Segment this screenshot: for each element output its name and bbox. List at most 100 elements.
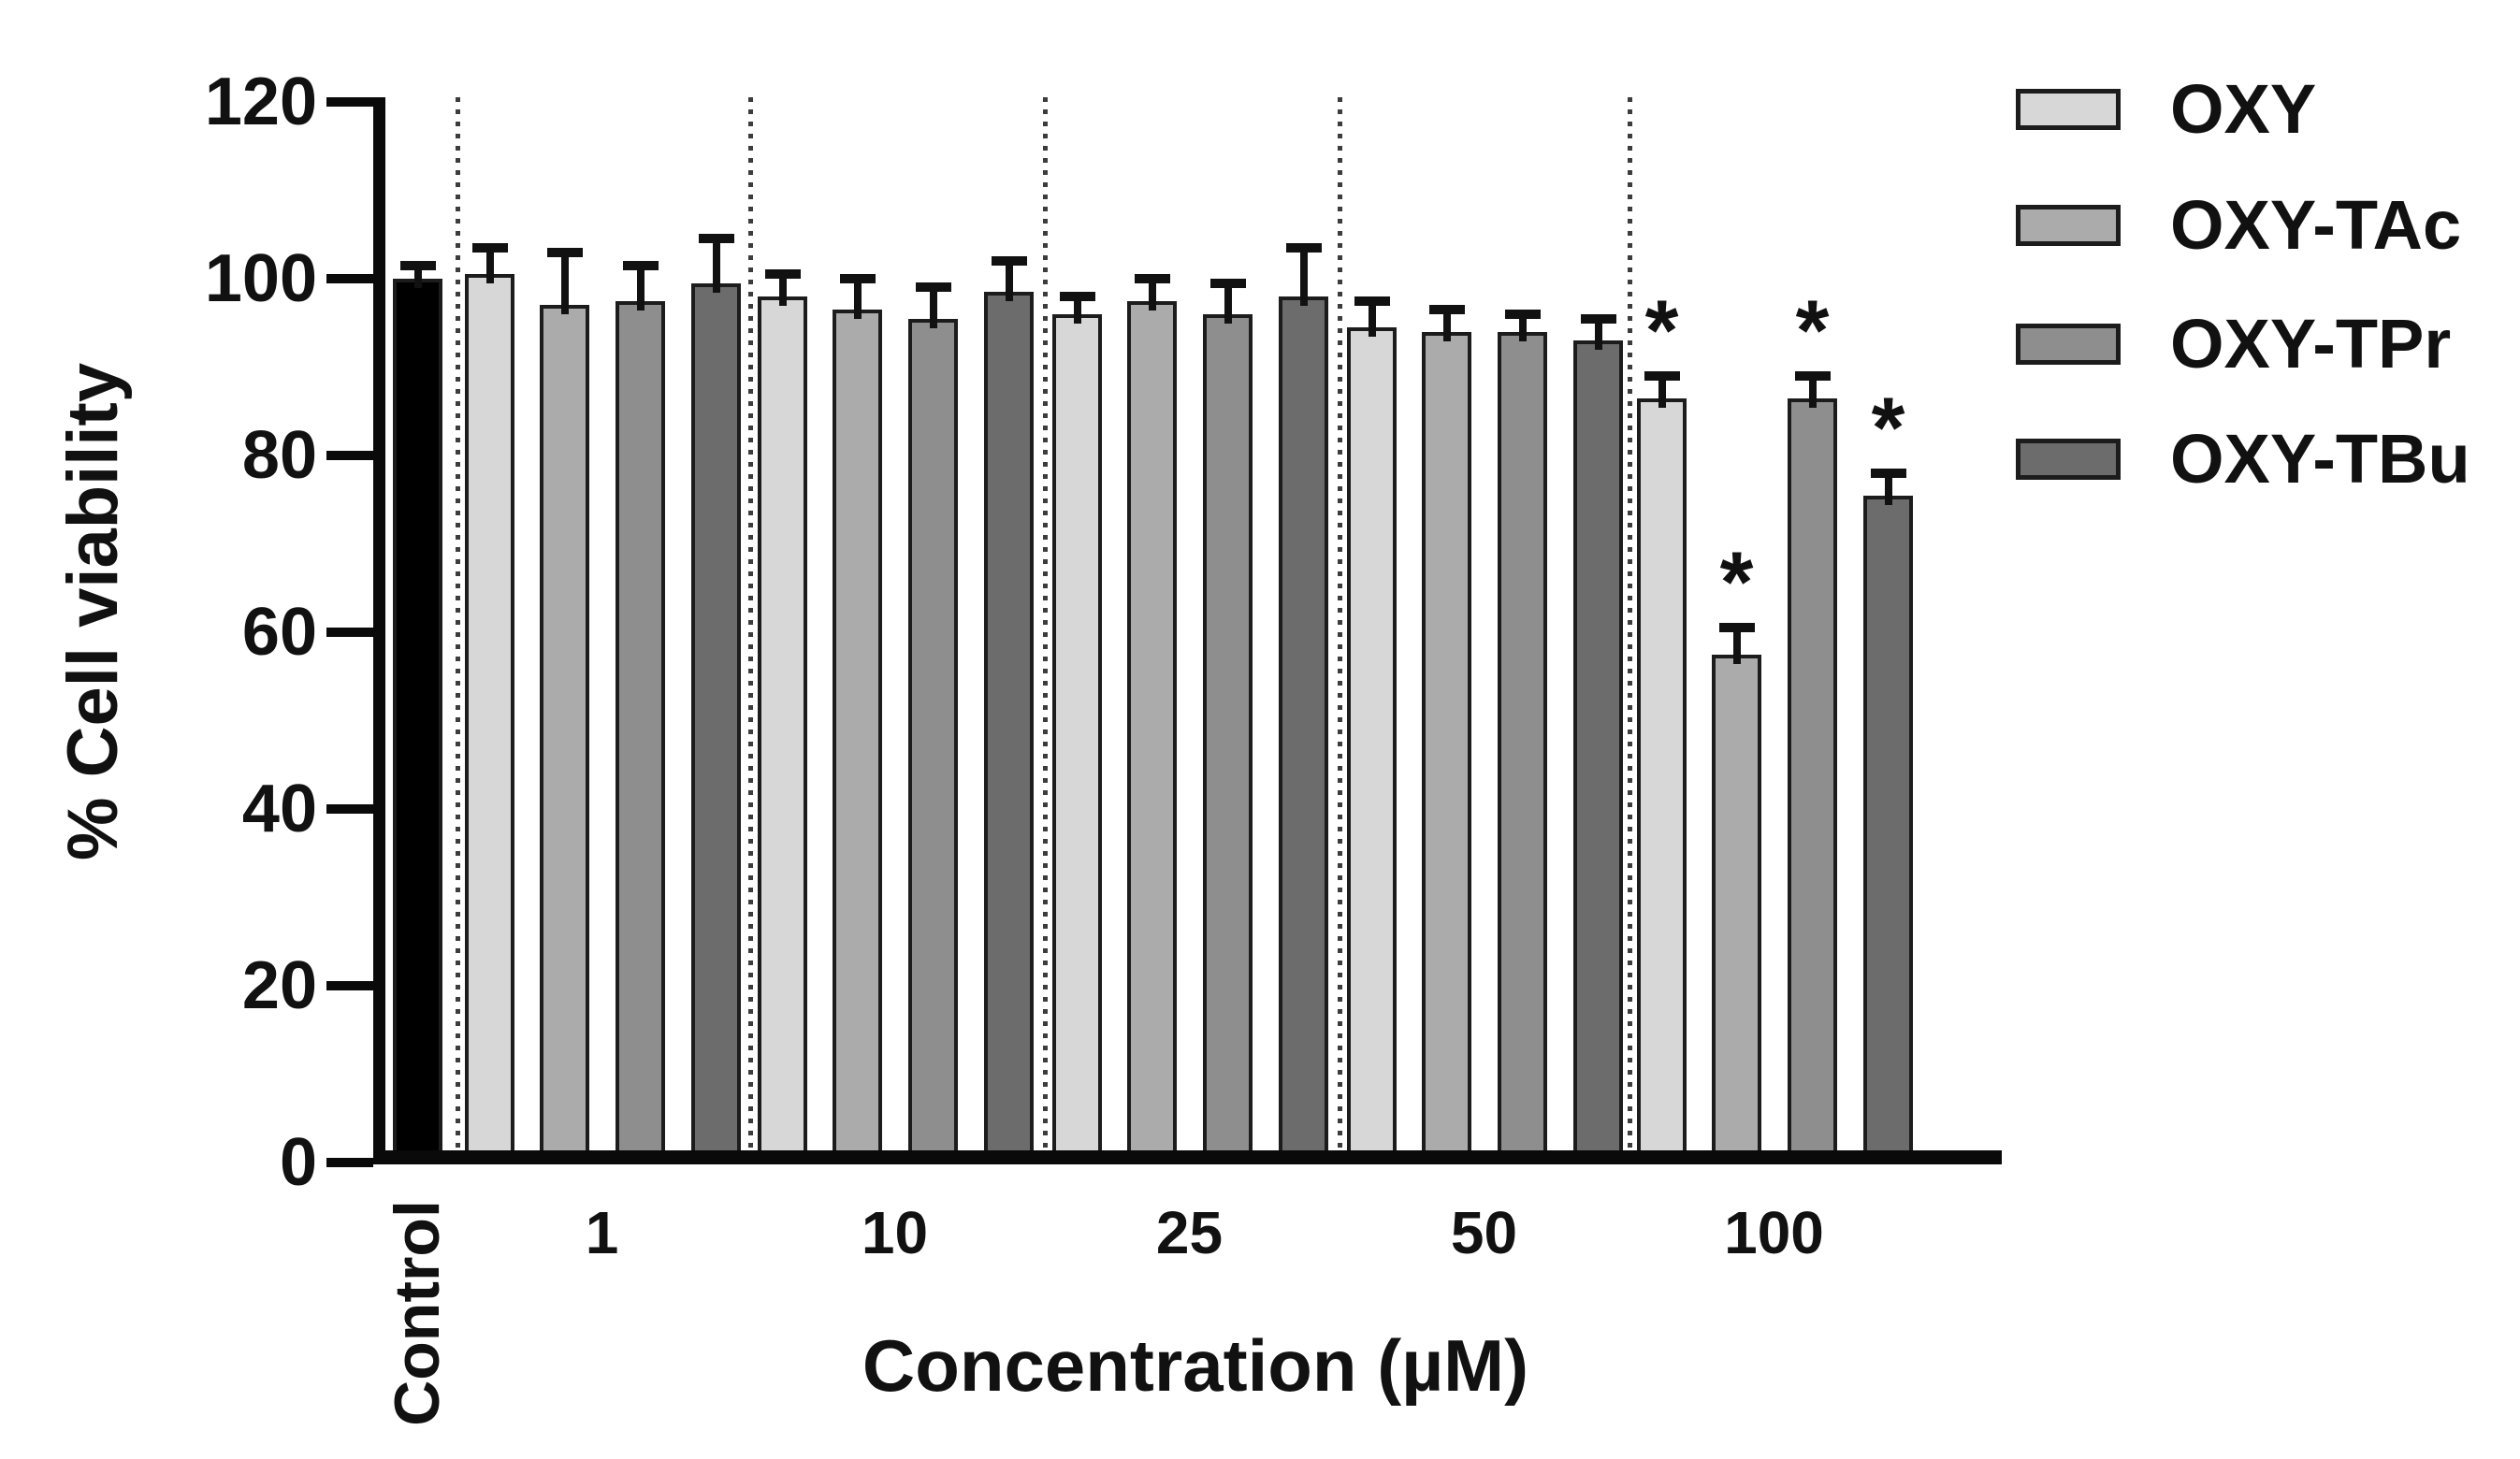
bar-OXY-TAc-50uM-error-stem [1442, 310, 1451, 341]
y-tick-label: 40 [241, 772, 317, 846]
bar-OXY-100uM [1637, 397, 1687, 1163]
group-separator-line [748, 97, 753, 1163]
bar-OXY-TAc-100uM-error-cap [1718, 623, 1755, 633]
bar-OXY-TPr-10uM [908, 318, 958, 1163]
bar-OXY-TBu-25uM-error-cap [1285, 242, 1322, 253]
bar-OXY-TPr-1uM-error-stem [636, 265, 644, 311]
bar-control-error-stem [413, 265, 422, 288]
legend-swatch-OXY-TPr [2016, 324, 2121, 365]
x-axis-title: Concentration (µM) [862, 1324, 1529, 1407]
bar-OXY-TAc-50uM [1422, 331, 1471, 1163]
y-axis-tick [326, 804, 373, 814]
bar-OXY-TAc-1uM-error-cap [546, 247, 583, 257]
bar-OXY-50uM [1347, 326, 1397, 1163]
group-separator-line [1628, 97, 1632, 1163]
bar-OXY-100uM-error-stem [1658, 375, 1666, 408]
legend-label-OXY-TAc: OXY-TAc [2170, 186, 2462, 264]
bar-OXY-1uM [465, 274, 514, 1163]
bar-OXY-TAc-1uM-error-stem [560, 252, 569, 315]
bar-OXY-TAc-1uM [540, 305, 589, 1163]
significance-asterisk: * [1719, 535, 1754, 631]
y-tick-label: 80 [241, 418, 317, 493]
bar-OXY-TAc-50uM-error-cap [1428, 305, 1465, 315]
bar-OXY-TPr-25uM-error-cap [1209, 278, 1246, 288]
x-axis-line [373, 1150, 2002, 1164]
group-separator-line [1338, 97, 1342, 1163]
y-tick-label: 0 [279, 1125, 317, 1200]
y-tick-label: 60 [241, 595, 317, 670]
bar-OXY-TAc-25uM-error-stem [1148, 279, 1156, 311]
bar-OXY-TBu-50uM [1573, 340, 1623, 1163]
bar-OXY-TPr-1uM [616, 300, 665, 1163]
legend-label-OXY-TPr: OXY-TPr [2170, 305, 2452, 383]
bar-OXY-TPr-10uM-error-cap [915, 282, 951, 293]
bar-OXY-TBu-100uM [1863, 495, 1913, 1163]
bar-OXY-TPr-50uM-error-cap [1504, 309, 1541, 319]
significance-asterisk: * [1871, 380, 1905, 476]
bar-OXY-25uM-error-cap [1059, 291, 1095, 301]
bar-OXY-TBu-100uM-error-cap [1870, 468, 1906, 478]
x-tick-label-control: Control [382, 1200, 453, 1426]
bar-OXY-TAc-10uM-error-stem [853, 279, 862, 320]
x-tick-label-25uM: 25 [1155, 1199, 1224, 1266]
bar-OXY-50uM-error-stem [1368, 300, 1376, 337]
x-tick-label-10uM: 10 [861, 1199, 929, 1266]
bar-OXY-TPr-50uM [1498, 331, 1547, 1163]
bar-OXY-25uM [1052, 313, 1102, 1163]
bar-OXY-TBu-25uM-error-stem [1299, 247, 1308, 306]
legend-label-OXY-TBu: OXY-TBu [2170, 420, 2470, 498]
y-axis-tick [326, 274, 373, 283]
legend-swatch-OXY-TAc [2016, 205, 2121, 246]
bar-OXY-10uM-error-cap [764, 269, 801, 280]
bar-OXY-1uM-error-stem [485, 247, 494, 284]
bar-OXY-TPr-100uM-error-cap [1794, 370, 1831, 381]
bar-OXY-TBu-10uM-error-cap [991, 256, 1027, 267]
y-tick-label: 100 [204, 241, 317, 316]
bar-OXY-TBu-50uM-error-stem [1594, 318, 1602, 351]
bar-OXY-TBu-1uM-error-cap [698, 234, 734, 244]
bar-OXY-TAc-10uM-error-cap [839, 274, 876, 283]
y-axis-tick [326, 451, 373, 460]
bar-OXY-TPr-10uM-error-stem [929, 287, 937, 328]
bar-OXY-TPr-100uM [1788, 397, 1837, 1163]
bar-OXY-100uM-error-cap [1644, 370, 1680, 381]
bar-OXY-10uM [758, 296, 807, 1163]
group-separator-line [456, 97, 460, 1163]
bar-OXY-1uM-error-cap [471, 242, 508, 253]
group-separator-line [1043, 97, 1048, 1163]
significance-asterisk: * [1644, 282, 1679, 379]
bar-OXY-TAc-25uM-error-cap [1134, 274, 1170, 283]
bar-OXY-TBu-1uM-error-stem [712, 238, 720, 293]
bar-OXY-TBu-100uM-error-stem [1884, 472, 1892, 505]
bar-OXY-50uM-error-cap [1354, 296, 1390, 306]
bar-OXY-TPr-25uM-error-stem [1224, 282, 1232, 324]
bar-OXY-TAc-100uM [1712, 654, 1761, 1163]
bar-OXY-TPr-50uM-error-stem [1518, 313, 1527, 341]
bar-OXY-TBu-50uM-error-cap [1580, 313, 1616, 324]
bar-control-error-cap [399, 260, 436, 270]
bar-OXY-TBu-1uM [691, 282, 741, 1163]
bar-OXY-10uM-error-stem [778, 274, 787, 306]
significance-asterisk: * [1795, 282, 1830, 379]
bar-OXY-TAc-100uM-error-stem [1732, 628, 1741, 664]
bar-OXY-TAc-25uM [1127, 300, 1177, 1163]
bar-OXY-TPr-25uM [1203, 313, 1253, 1163]
legend-swatch-OXY [2016, 89, 2121, 130]
bar-OXY-TBu-10uM-error-stem [1005, 261, 1013, 302]
legend-label-OXY: OXY [2170, 70, 2317, 148]
bar-OXY-TBu-10uM [984, 292, 1034, 1163]
legend-swatch-OXY-TBu [2016, 439, 2121, 480]
y-axis-tick [326, 1158, 373, 1167]
bar-OXY-TBu-25uM [1279, 296, 1328, 1163]
x-tick-label-50uM: 50 [1450, 1199, 1518, 1266]
bar-OXY-TPr-1uM-error-cap [622, 260, 659, 270]
bar-OXY-25uM-error-stem [1073, 296, 1081, 324]
bar-control [393, 279, 442, 1163]
y-axis-tick [326, 628, 373, 637]
x-tick-label-100uM: 100 [1724, 1199, 1824, 1266]
bar-OXY-TAc-10uM [833, 310, 882, 1163]
y-axis-tick [326, 97, 373, 107]
y-axis-title: % Cell viability [53, 362, 133, 861]
y-axis-tick [326, 981, 373, 990]
